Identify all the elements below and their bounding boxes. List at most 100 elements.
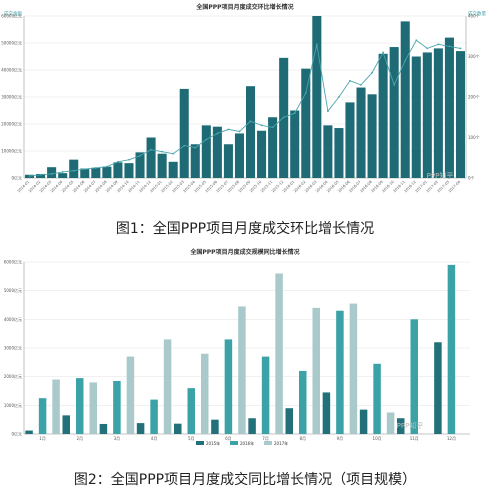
line-point	[183, 144, 186, 147]
count-line	[29, 39, 461, 177]
figure-1-caption: 图1：全国PPP项目月度成交环比增长情况	[115, 221, 375, 237]
bar	[212, 126, 222, 178]
line-point	[271, 126, 274, 129]
line-point	[249, 120, 252, 123]
bar	[389, 47, 399, 178]
chart-title: 全国PPP项目月度成交环比增长情况	[195, 3, 293, 11]
bar	[124, 163, 134, 178]
legend-label: 2016年	[240, 440, 254, 446]
bar-2015年	[99, 423, 108, 434]
line-point	[415, 39, 418, 42]
figure-2-caption: 图2：全国PPP项目月度成交同比增长情况（项目规模）	[73, 472, 417, 488]
bar	[168, 161, 178, 178]
bar	[400, 21, 410, 179]
line-point	[282, 116, 285, 119]
monthly-yoy-growth-chart: 全国PPP项目月度成交规模同比增长情况 0亿元 1000亿元 2000亿元 3000亿元…	[4, 248, 470, 446]
bar-2016年	[76, 378, 84, 434]
bar	[356, 87, 366, 178]
y-tick-label-left: 50000亿元	[1, 40, 22, 46]
x-tick-label: 2017-04	[448, 179, 462, 193]
line-point	[437, 43, 440, 46]
bar-2017年	[312, 307, 320, 434]
line-point	[360, 83, 362, 86]
watermark: PPP知乎	[427, 171, 454, 180]
bar	[47, 167, 57, 178]
bar	[268, 117, 278, 178]
y-tick-label-right: 400个	[468, 14, 480, 19]
bar-2016年	[261, 356, 270, 434]
bar-2017年	[275, 273, 283, 434]
line-point	[338, 96, 340, 98]
bar-2015年	[174, 423, 182, 434]
bar-2017年	[163, 339, 172, 434]
line-point	[105, 165, 108, 168]
line-point	[293, 112, 296, 115]
bar	[102, 166, 112, 178]
watermark: PPP知乎	[397, 421, 424, 430]
bar	[113, 162, 123, 178]
bar-2016年	[38, 398, 47, 434]
line-point	[448, 45, 451, 48]
bar-2016年	[224, 339, 233, 434]
line-point	[315, 43, 318, 46]
bar	[411, 56, 421, 178]
line-point	[227, 128, 230, 131]
bar-2017年	[349, 303, 358, 434]
bar	[444, 37, 454, 178]
bar-2015年	[397, 418, 405, 434]
bar	[378, 53, 388, 178]
bar	[146, 137, 156, 178]
line-point	[83, 168, 86, 170]
x-tick-label: 7月	[262, 436, 269, 441]
left-axis-label: 成交金额	[4, 10, 22, 17]
y-tick-label: 3000亿元	[4, 345, 22, 351]
y-tick-label: 6000亿元	[4, 259, 22, 265]
bar-2016年	[187, 388, 195, 434]
bar	[290, 110, 300, 178]
y-tick-label: 5000亿元	[4, 287, 22, 293]
y-tick-label-left: 40000亿元	[1, 67, 22, 73]
bar	[135, 152, 145, 178]
bar	[80, 168, 90, 178]
bar-2016年	[299, 370, 307, 434]
legend-label: 2017年	[274, 440, 288, 446]
bar-2017年	[52, 379, 60, 434]
y-tick-label-left: 30000亿元	[1, 94, 22, 100]
bar-2015年	[62, 415, 70, 434]
bar-2016年	[373, 363, 381, 434]
line-point	[393, 83, 396, 86]
legend-swatch	[264, 441, 272, 445]
line-point	[94, 166, 97, 169]
line-point	[382, 51, 385, 54]
x-tick-label: 3月	[114, 436, 121, 441]
line-point	[161, 150, 164, 153]
x-tick-label: 11月	[410, 436, 419, 441]
figure-1: 全国PPP项目月度成交环比增长情况 成交金额 成交数量 0亿元 10000亿元 20000…	[0, 0, 490, 210]
bar-2016年	[447, 264, 456, 434]
line-point	[459, 47, 462, 50]
legend-label: 2015年	[206, 440, 220, 446]
bar	[201, 125, 211, 178]
bar-2015年	[248, 418, 256, 434]
bar	[301, 68, 311, 178]
bar	[334, 128, 344, 178]
line-point	[304, 92, 307, 94]
bar-2017年	[238, 306, 246, 434]
x-tick-label: 6月	[225, 436, 232, 441]
bar	[312, 16, 322, 178]
y-tick-label: 0亿元	[11, 431, 22, 437]
line-point	[61, 171, 64, 173]
y-tick-label: 1000亿元	[4, 402, 22, 408]
bar-2015年	[136, 423, 145, 434]
line-point	[194, 146, 197, 149]
bar-2016年	[113, 380, 121, 434]
bar	[455, 51, 466, 178]
y-tick-label-left: 0亿元	[11, 175, 22, 181]
line-point	[326, 110, 329, 113]
bar	[36, 173, 46, 178]
line-point	[349, 79, 351, 82]
line-point	[72, 169, 75, 172]
bar	[433, 48, 443, 179]
bar	[257, 130, 267, 178]
bar-2017年	[201, 353, 209, 434]
